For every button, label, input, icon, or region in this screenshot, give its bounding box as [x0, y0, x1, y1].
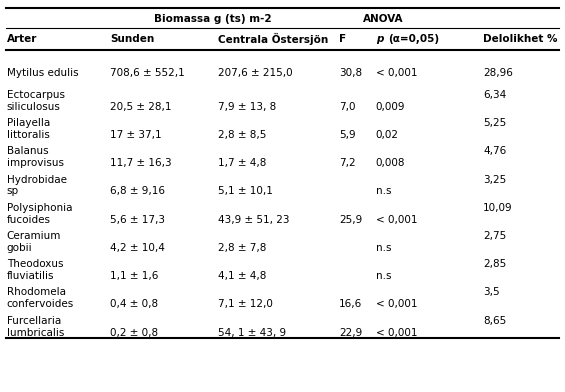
Text: n.s: n.s: [376, 271, 391, 281]
Text: 2,8 ± 8,5: 2,8 ± 8,5: [218, 130, 266, 140]
Text: ANOVA: ANOVA: [363, 14, 403, 24]
Text: < 0,001: < 0,001: [376, 328, 417, 338]
Text: 2,8 ± 7,8: 2,8 ± 7,8: [218, 243, 266, 253]
Text: Sunden: Sunden: [110, 34, 154, 44]
Text: siliculosus: siliculosus: [7, 102, 60, 112]
Text: gobii: gobii: [7, 243, 32, 253]
Text: 7,2: 7,2: [339, 158, 355, 168]
Text: Arter: Arter: [7, 34, 37, 44]
Text: 17 ± 37,1: 17 ± 37,1: [110, 130, 162, 140]
Text: 5,1 ± 10,1: 5,1 ± 10,1: [218, 187, 272, 196]
Text: 0,4 ± 0,8: 0,4 ± 0,8: [110, 299, 158, 309]
Text: 5,6 ± 17,3: 5,6 ± 17,3: [110, 215, 165, 225]
Text: lumbricalis: lumbricalis: [7, 328, 64, 338]
Text: 20,5 ± 28,1: 20,5 ± 28,1: [110, 102, 172, 112]
Text: 43,9 ± 51, 23: 43,9 ± 51, 23: [218, 215, 289, 225]
Text: 4,2 ± 10,4: 4,2 ± 10,4: [110, 243, 165, 253]
Text: Polysiphonia: Polysiphonia: [7, 203, 72, 213]
Text: 0,009: 0,009: [376, 102, 405, 112]
Text: 16,6: 16,6: [339, 299, 362, 309]
Text: 30,8: 30,8: [339, 68, 362, 78]
Text: 207,6 ± 215,0: 207,6 ± 215,0: [218, 68, 292, 78]
Text: 0,008: 0,008: [376, 158, 405, 168]
Text: 7,1 ± 12,0: 7,1 ± 12,0: [218, 299, 272, 309]
Text: < 0,001: < 0,001: [376, 215, 417, 225]
Text: 54, 1 ± 43, 9: 54, 1 ± 43, 9: [218, 328, 286, 338]
Text: 0,02: 0,02: [376, 130, 399, 140]
Text: fucoides: fucoides: [7, 215, 51, 225]
Text: 3,5: 3,5: [483, 287, 499, 298]
Text: 5,25: 5,25: [483, 118, 506, 128]
Text: 11,7 ± 16,3: 11,7 ± 16,3: [110, 158, 172, 168]
Text: n.s: n.s: [376, 243, 391, 253]
Text: Theodoxus: Theodoxus: [7, 259, 63, 269]
Text: 2,85: 2,85: [483, 259, 506, 269]
Text: p: p: [376, 34, 386, 44]
Text: 0,2 ± 0,8: 0,2 ± 0,8: [110, 328, 158, 338]
Text: 28,96: 28,96: [483, 68, 513, 78]
Text: Ceramium: Ceramium: [7, 231, 61, 241]
Text: 10,09: 10,09: [483, 203, 512, 213]
Text: littoralis: littoralis: [7, 130, 50, 140]
Text: (α=0,05): (α=0,05): [388, 34, 439, 44]
Text: Biomassa g (ts) m-2: Biomassa g (ts) m-2: [154, 14, 272, 24]
Text: Rhodomela: Rhodomela: [7, 287, 66, 298]
Text: 2,75: 2,75: [483, 231, 506, 241]
Text: Centrala Östersjön: Centrala Östersjön: [218, 33, 328, 45]
Text: Ectocarpus: Ectocarpus: [7, 90, 65, 100]
Text: Balanus: Balanus: [7, 146, 49, 156]
Text: 8,65: 8,65: [483, 316, 506, 326]
Text: Pilayella: Pilayella: [7, 118, 50, 128]
Text: 1,7 ± 4,8: 1,7 ± 4,8: [218, 158, 266, 168]
Text: < 0,001: < 0,001: [376, 299, 417, 309]
Text: confervoides: confervoides: [7, 299, 74, 309]
Text: < 0,001: < 0,001: [376, 68, 417, 78]
Text: Hydrobidae: Hydrobidae: [7, 174, 67, 185]
Text: 708,6 ± 552,1: 708,6 ± 552,1: [110, 68, 185, 78]
Text: 3,25: 3,25: [483, 174, 506, 185]
Text: 4,1 ± 4,8: 4,1 ± 4,8: [218, 271, 266, 281]
Text: improvisus: improvisus: [7, 158, 64, 168]
Text: Mytilus edulis: Mytilus edulis: [7, 68, 79, 78]
Text: sp: sp: [7, 187, 19, 196]
Text: fluviatilis: fluviatilis: [7, 271, 54, 281]
Text: 25,9: 25,9: [339, 215, 362, 225]
Text: 4,76: 4,76: [483, 146, 506, 156]
Text: n.s: n.s: [376, 187, 391, 196]
Text: 7,9 ± 13, 8: 7,9 ± 13, 8: [218, 102, 276, 112]
Text: F: F: [339, 34, 346, 44]
Text: 5,9: 5,9: [339, 130, 355, 140]
Text: Delolikhet %: Delolikhet %: [483, 34, 558, 44]
Text: 6,34: 6,34: [483, 90, 506, 100]
Text: Furcellaria: Furcellaria: [7, 316, 61, 326]
Text: 1,1 ± 1,6: 1,1 ± 1,6: [110, 271, 159, 281]
Text: 6,8 ± 9,16: 6,8 ± 9,16: [110, 187, 165, 196]
Text: 7,0: 7,0: [339, 102, 355, 112]
Text: 22,9: 22,9: [339, 328, 362, 338]
